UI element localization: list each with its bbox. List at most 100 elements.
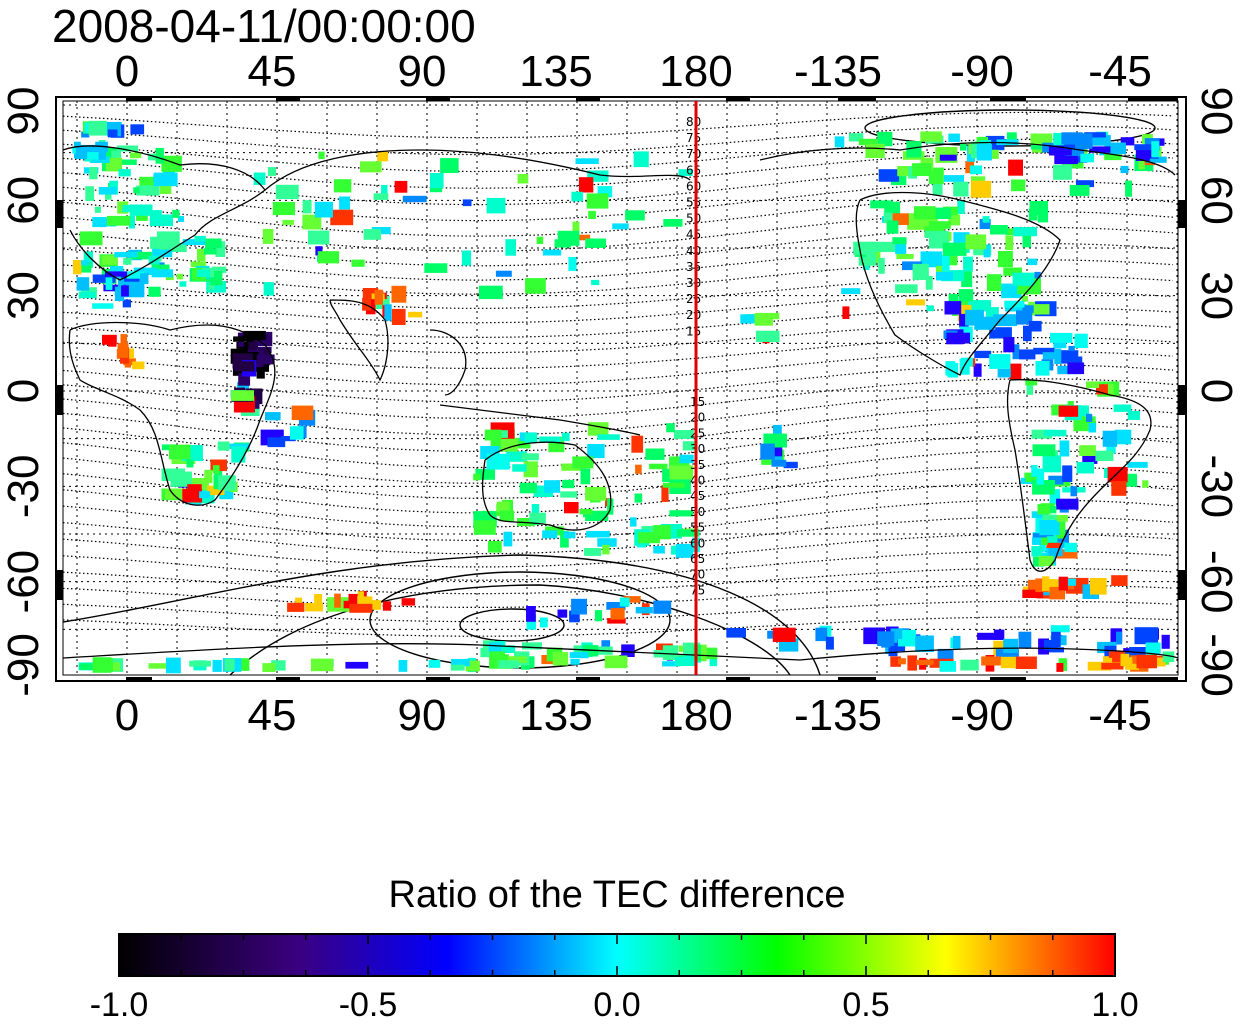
tec-data-patch [430,173,444,189]
tec-data-patch [927,207,952,219]
tec-data-patch [557,609,568,618]
tec-data-patch [499,510,515,522]
tec-data-patch [121,285,129,297]
tec-data-patch [473,473,481,481]
tec-data-patch [343,600,355,609]
contour-level-label: 20 [690,411,705,425]
contour-level-label: 70 [690,568,705,582]
tec-data-patch [982,216,990,223]
tec-data-patch [179,281,187,287]
tec-data-patch [1061,162,1084,169]
tec-data-patch [539,617,548,628]
tec-data-patch [1120,653,1130,667]
tec-data-patch [981,656,1001,666]
tec-data-patch [606,602,626,610]
tec-data-patch [499,430,508,438]
tec-data-patch [959,313,969,328]
tec-data-patch [755,330,780,342]
tec-data-patch [1056,663,1064,672]
tec-data-patch [310,658,334,672]
tec-data-patch [953,232,970,244]
tec-data-patch [231,446,246,463]
tec-data-patch [944,301,962,315]
tec-data-patch [928,238,950,249]
tec-data-patch [106,215,131,226]
tec-data-patch [1089,146,1111,153]
tec-data-patch [676,529,700,537]
contour-level-label: 60 [686,179,701,193]
tec-data-patch [122,205,131,213]
tec-data-patch [1125,180,1132,197]
bottom-longitude-label: 180 [659,691,732,740]
contour-level-label: 25 [690,426,705,440]
contour-level-label: 15 [686,324,701,338]
tec-data-patch [635,607,653,614]
tec-data-patch [305,603,323,612]
tec-data-patch [675,543,693,558]
tec-data-patch [529,512,546,524]
tec-data-patch [1030,133,1053,145]
tec-data-patch [262,228,274,244]
tec-data-patch [568,257,577,271]
bottom-longitude-label: 0 [115,691,139,740]
tec-data-patch [957,200,965,214]
tec-data-patch [118,169,131,177]
tec-data-patch [219,490,234,500]
tec-data-patch [136,185,160,196]
tec-data-patch [772,456,783,463]
tec-data-patch [666,423,675,433]
tec-data-patch [1145,156,1167,163]
tec-data-patch [73,260,82,275]
tec-data-patch [1043,429,1067,437]
tec-data-patch [318,151,325,160]
tec-data-patch [584,548,602,556]
tec-data-patch [1042,576,1050,591]
tec-data-patch [213,474,222,490]
tec-data-patch [586,193,609,209]
tec-data-patch [929,235,944,243]
tec-data-patch [424,263,448,273]
tec-data-patch [585,487,607,501]
tec-data-patch [1030,144,1042,150]
tec-data-patch [927,221,951,229]
tec-data-patch [1026,381,1034,395]
contour-level-label: 30 [686,276,701,290]
tec-data-patch [271,660,286,671]
tec-data-patch [1008,159,1023,176]
tec-data-patch [381,185,388,198]
tec-data-patch [368,600,382,610]
tec-data-patch [1105,142,1126,155]
tec-data-patch [834,136,845,148]
tec-data-patch [1049,489,1061,505]
contour-level-label: 40 [686,244,701,258]
tec-data-patch [709,658,718,667]
top-longitude-label: -45 [1088,47,1152,96]
tec-data-patch [597,538,617,547]
tec-data-patch [206,281,226,293]
tec-data-patch [1120,165,1129,174]
tec-data-patch [915,635,934,652]
tec-data-patch [572,456,594,469]
right-latitude-label: 90 [1192,87,1240,136]
tec-data-patch [1079,445,1096,456]
tec-data-patch [1114,429,1132,445]
tec-data-patch [1027,258,1038,266]
tec-data-patch [1022,235,1031,248]
tec-data-patch [989,354,1011,369]
tec-data-patch [898,658,906,665]
contour-level-label: 30 [690,442,705,456]
tec-data-patch [1075,133,1093,149]
tec-data-patch [382,601,392,611]
tec-data-patch [1058,576,1068,591]
tec-data-patch [281,436,296,442]
tec-data-patch [953,181,969,197]
tec-data-patch [81,131,90,138]
tec-data-patch [1074,333,1088,348]
tec-data-patch [1025,473,1040,483]
tec-data-patch [105,271,128,277]
tec-data-patch [771,459,787,467]
tec-data-patch [1069,185,1090,196]
tec-data-patch [974,316,996,330]
tec-data-patch [625,210,645,221]
tec-data-patch [363,229,381,240]
